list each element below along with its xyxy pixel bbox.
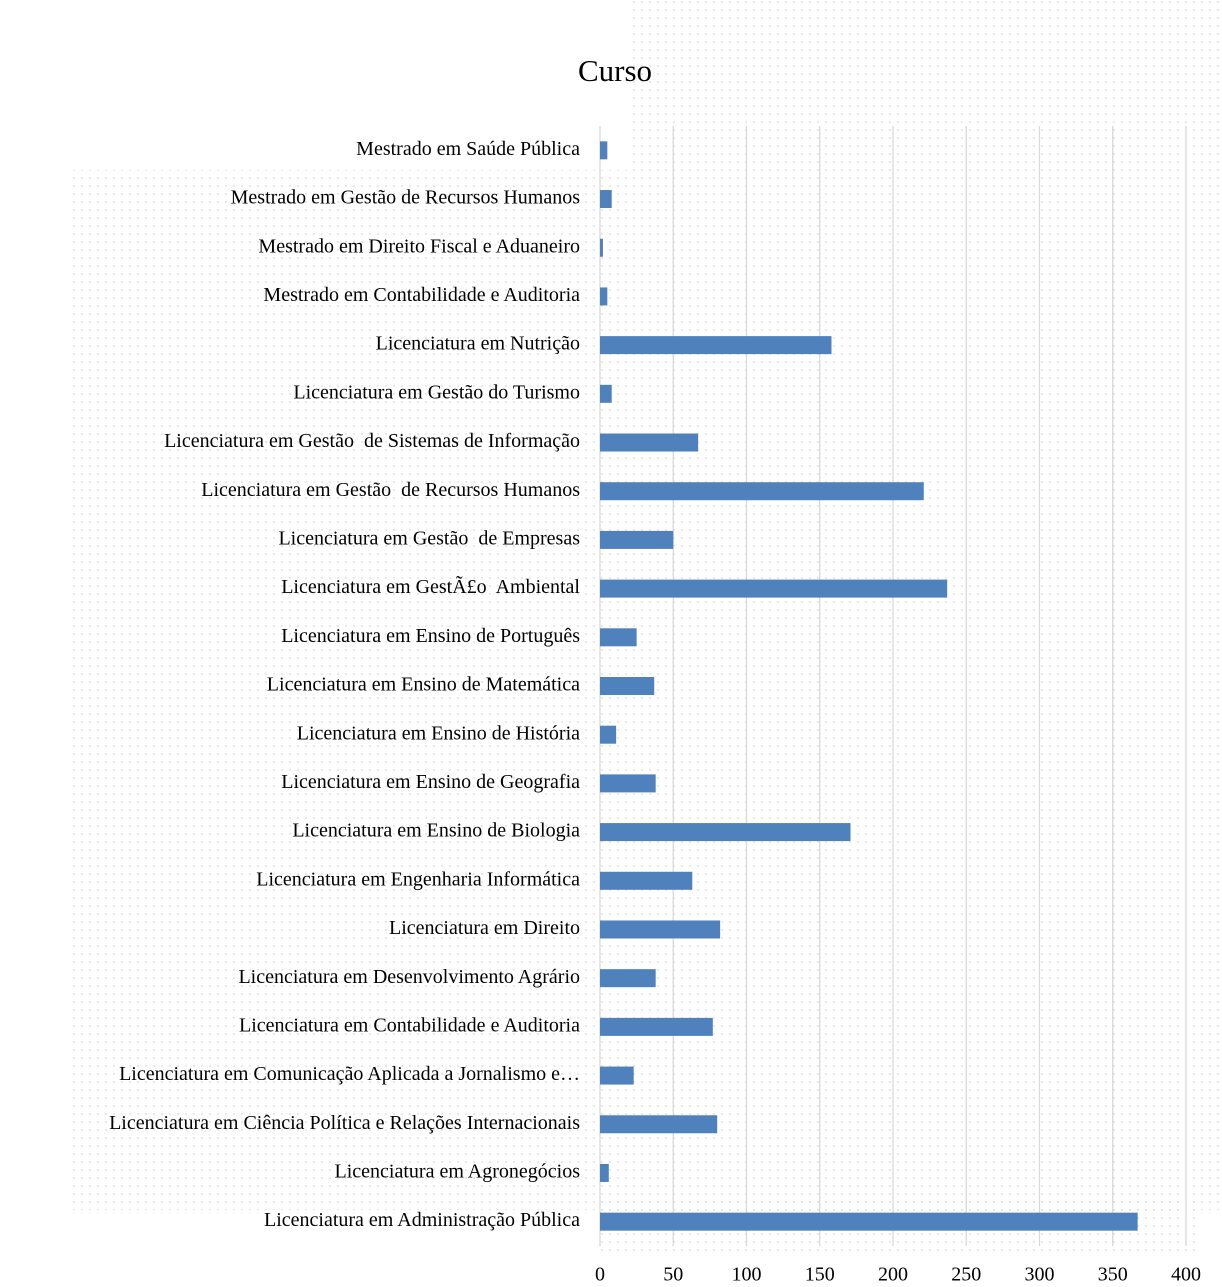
background-pattern — [632, 0, 1222, 170]
bar — [600, 384, 612, 403]
bar — [600, 1066, 634, 1085]
y-tick-label: Licenciatura em GestÃ£o Ambiental — [281, 574, 580, 598]
x-tick-label: 200 — [878, 1264, 908, 1286]
bar — [600, 725, 617, 744]
y-tick-label: Mestrado em Direito Fiscal e Aduaneiro — [258, 235, 580, 257]
bar — [600, 1212, 1138, 1231]
bar — [600, 871, 693, 890]
y-tick-label: Licenciatura em Desenvolvimento Agrário — [238, 966, 580, 988]
y-tick-label: Licenciatura em Gestão de Recursos Human… — [201, 479, 580, 501]
bar — [600, 774, 656, 793]
y-tick-label: Licenciatura em Comunicação Aplicada a J… — [119, 1063, 580, 1085]
y-tick-label: Licenciatura em Gestão do Turismo — [293, 381, 580, 403]
y-tick-label: Licenciatura em Contabilidade e Auditori… — [239, 1014, 580, 1036]
bar — [600, 677, 655, 695]
y-tick-label: Licenciatura em Administração Pública — [264, 1209, 580, 1231]
y-tick-label: Licenciatura em Ensino de Biologia — [292, 820, 580, 842]
bar — [600, 823, 851, 842]
bar — [600, 1017, 713, 1036]
y-tick-label: Licenciatura em Direito — [389, 917, 580, 939]
y-tick-label: Licenciatura em Agronegócios — [335, 1161, 581, 1183]
bar — [600, 141, 608, 160]
bar — [600, 190, 612, 209]
y-tick-label: Licenciatura em Engenharia Informática — [256, 868, 580, 890]
y-tick-label: Licenciatura em Gestão de Empresas — [278, 528, 580, 550]
bar — [600, 1163, 609, 1182]
x-tick-label: 250 — [951, 1264, 981, 1286]
y-tick-label: Mestrado em Contabilidade e Auditoria — [263, 284, 580, 306]
bar — [600, 920, 721, 939]
bar — [600, 433, 699, 452]
x-tick-label: 0 — [595, 1264, 605, 1286]
x-tick-label: 100 — [732, 1264, 762, 1286]
y-tick-label: Licenciatura em Ensino de História — [297, 722, 580, 744]
bar — [600, 482, 924, 501]
x-tick-label: 400 — [1171, 1264, 1201, 1286]
bar — [600, 336, 832, 355]
y-tick-label: Licenciatura em Ciência Política e Relaç… — [109, 1112, 580, 1134]
bar — [600, 579, 948, 598]
bar — [600, 1115, 718, 1134]
y-tick-label: Mestrado em Gestão de Recursos Humanos — [231, 187, 581, 209]
chart-title: Curso — [578, 53, 652, 88]
y-tick-label: Mestrado em Saúde Pública — [356, 138, 580, 160]
x-tick-label: 300 — [1025, 1264, 1055, 1286]
x-tick-label: 50 — [663, 1264, 683, 1286]
y-tick-label: Licenciatura em Gestão de Sistemas de In… — [164, 430, 580, 452]
y-tick-label: Licenciatura em Nutrição — [376, 333, 580, 355]
x-tick-label: 150 — [805, 1264, 835, 1286]
bar — [600, 530, 674, 549]
y-tick-label: Licenciatura em Ensino de Matemática — [267, 674, 580, 696]
bar — [600, 628, 637, 647]
bar — [600, 969, 656, 988]
x-tick-label: 350 — [1098, 1264, 1128, 1286]
bar — [600, 287, 608, 306]
y-tick-label: Licenciatura em Ensino de Geografia — [281, 771, 580, 793]
bar — [600, 238, 603, 257]
y-tick-label: Licenciatura em Ensino de Português — [281, 625, 580, 647]
